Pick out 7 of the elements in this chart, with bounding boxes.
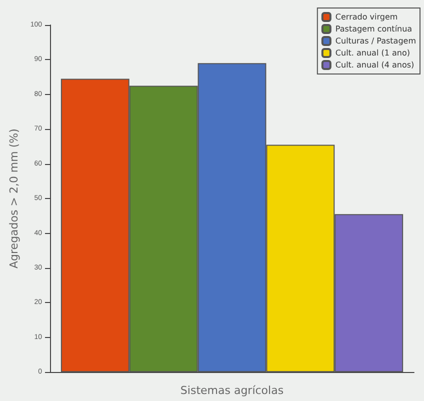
legend-label: Cult. anual (4 anos): [335, 60, 414, 70]
legend-label: Pastagem contínua: [335, 24, 412, 34]
legend-label: Cerrado virgem: [335, 12, 398, 22]
y-axis-title: Agregados > 2,0 mm (%): [7, 128, 20, 268]
x-axis-title: Sistemas agrícolas: [180, 384, 284, 397]
legend-label: Cult. anual (1 ano): [335, 48, 410, 58]
legend-label: Culturas / Pastagem: [335, 36, 416, 46]
